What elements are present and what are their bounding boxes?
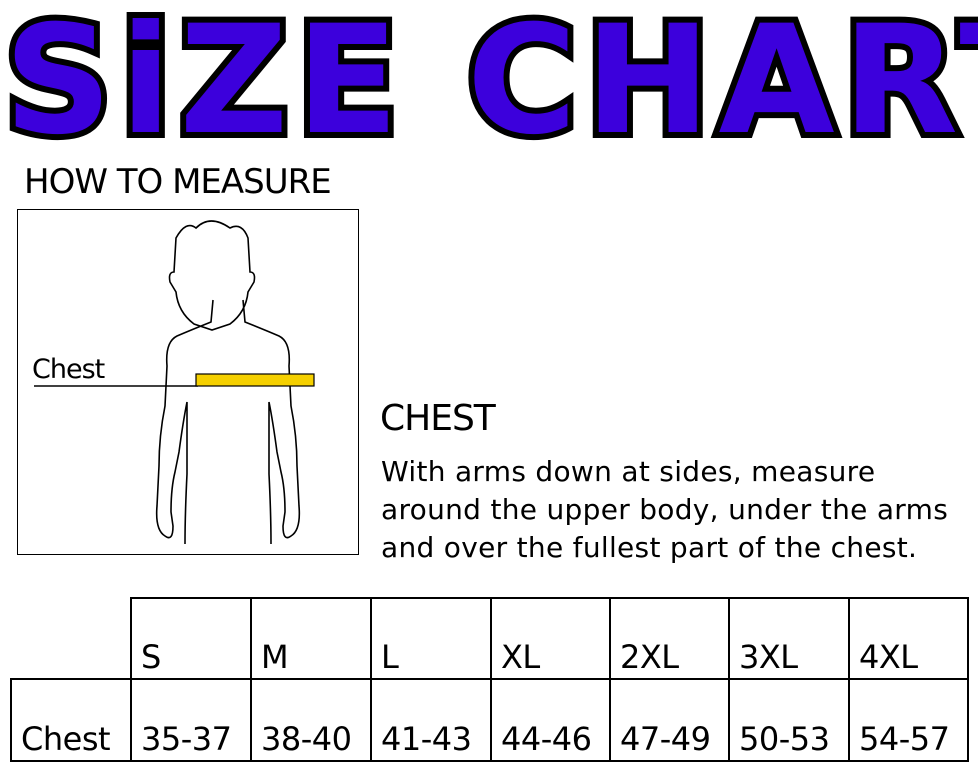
size-header-xl: XL — [490, 597, 611, 680]
size-header-4xl: 4XL — [848, 597, 969, 680]
measurement-figure — [17, 209, 359, 555]
size-header-s: S — [130, 597, 252, 680]
figure-chest-label: Chest — [32, 354, 105, 385]
chest-value-3xl: 50-53 — [728, 678, 850, 762]
chest-value-2xl: 47-49 — [609, 678, 730, 762]
size-header-3xl: 3XL — [728, 597, 850, 680]
chest-value-xl: 44-46 — [490, 678, 611, 762]
title-logo: SiZE CHART — [0, 0, 978, 152]
body-silhouette-icon — [34, 220, 315, 545]
chest-heading: CHEST — [380, 398, 496, 439]
row-label-chest: Chest — [10, 678, 132, 762]
chest-value-4xl: 54-57 — [848, 678, 969, 762]
tape-measure-icon — [195, 373, 315, 387]
size-header-2xl: 2XL — [609, 597, 730, 680]
title-text: SiZE CHART — [4, 0, 978, 152]
size-header-l: L — [370, 597, 492, 680]
chest-description: With arms down at sides, measure around … — [381, 455, 949, 564]
chest-value-s: 35-37 — [130, 678, 252, 762]
size-header-m: M — [250, 597, 372, 680]
chest-value-m: 38-40 — [250, 678, 372, 762]
how-to-measure-heading: HOW TO MEASURE — [24, 162, 332, 202]
chest-value-l: 41-43 — [370, 678, 492, 762]
